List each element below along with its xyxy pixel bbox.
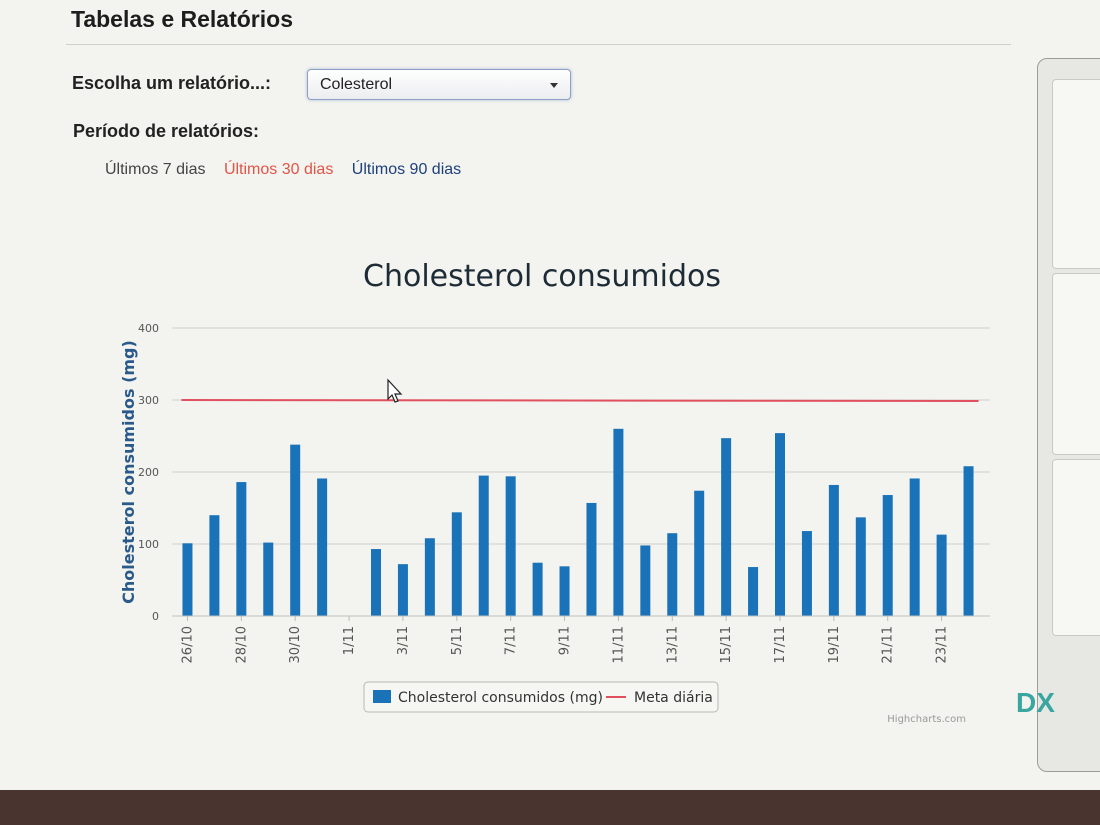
legend-swatch-bars[interactable]	[373, 690, 391, 703]
x-tick-label: 11/11	[611, 626, 626, 663]
bar[interactable]	[828, 484, 839, 616]
page-title: Tabelas e Relatórios	[71, 6, 293, 32]
bar[interactable]	[936, 534, 947, 616]
bar[interactable]	[505, 476, 516, 616]
report-select-value: Colesterol	[320, 76, 393, 93]
monitor-bezel	[0, 790, 1100, 825]
x-tick-label: 5/11	[450, 626, 465, 655]
bar[interactable]	[748, 567, 759, 616]
dx-logo[interactable]: DX	[1016, 687, 1055, 718]
bar[interactable]	[640, 545, 651, 616]
goal-line-series	[181, 399, 979, 402]
period-link-30-days[interactable]: Últimos 30 dias	[223, 161, 334, 178]
bar[interactable]	[182, 543, 193, 616]
x-axis-ticks: 26/10 28/10 30/10 1/11 3/11 5/11 7/11 9/11 11/11…	[180, 616, 950, 663]
bar[interactable]	[290, 444, 301, 616]
period-link-7-days[interactable]: Últimos 7 dias	[105, 161, 206, 178]
title-divider	[66, 44, 1011, 45]
bar[interactable]	[882, 495, 893, 616]
legend-item-goal[interactable]: Meta diária	[634, 690, 713, 706]
bar[interactable]	[236, 482, 247, 616]
side-tile[interactable]	[1052, 459, 1100, 636]
chevron-down-icon	[550, 83, 558, 88]
bar-series	[182, 428, 974, 616]
bar[interactable]	[801, 531, 812, 616]
legend: Cholesterol consumidos (mg) Meta diária	[363, 681, 719, 713]
bar[interactable]	[586, 502, 597, 616]
y-axis-ticks: 0 100 200 300 400	[138, 322, 159, 623]
bar[interactable]	[424, 538, 435, 616]
goal-line[interactable]	[181, 399, 979, 402]
bar[interactable]	[613, 428, 624, 616]
bar[interactable]	[909, 478, 920, 616]
x-tick-label: 9/11	[558, 626, 573, 655]
y-tick-label: 300	[138, 394, 159, 407]
x-tick-label: 23/11	[935, 626, 950, 663]
x-tick-label: 1/11	[342, 626, 357, 655]
chart-title: Cholesterol consumidos	[363, 259, 721, 294]
x-tick-label: 7/11	[504, 626, 519, 655]
period-label: Período de relatórios:	[73, 121, 260, 141]
x-tick-label: 13/11	[665, 626, 680, 663]
bar[interactable]	[721, 438, 732, 616]
y-tick-label: 400	[138, 322, 159, 335]
period-link-90-days[interactable]: Últimos 90 dias	[351, 161, 462, 178]
bar[interactable]	[694, 490, 705, 616]
bar[interactable]	[209, 515, 220, 616]
period-links: Últimos 7 dias Últimos 30 dias Últimos 9…	[105, 161, 475, 179]
bar[interactable]	[667, 533, 678, 616]
bar[interactable]	[397, 564, 408, 616]
bar[interactable]	[478, 475, 489, 616]
y-tick-label: 100	[138, 538, 159, 551]
x-tick-label: 19/11	[827, 626, 842, 663]
bar[interactable]	[559, 566, 570, 616]
y-axis-label: Cholesterol consumidos (mg)	[119, 340, 138, 604]
y-tick-label: 0	[152, 610, 159, 623]
report-select[interactable]: Colesterol	[307, 69, 571, 100]
bar[interactable]	[855, 517, 866, 616]
x-tick-label: 21/11	[881, 626, 896, 663]
bar[interactable]	[451, 512, 462, 616]
legend-box	[363, 681, 719, 713]
bar[interactable]	[317, 478, 328, 616]
side-tile[interactable]	[1052, 79, 1100, 269]
x-tick-label: 15/11	[719, 626, 734, 663]
bar[interactable]	[371, 549, 381, 616]
x-tick-label: 30/10	[288, 626, 303, 663]
legend-item-bars[interactable]: Cholesterol consumidos (mg)	[398, 690, 603, 706]
right-side-panel: DX	[1016, 58, 1100, 772]
bar[interactable]	[532, 562, 543, 616]
bar[interactable]	[263, 542, 274, 616]
bar[interactable]	[775, 433, 785, 616]
page-background	[0, 0, 1100, 790]
report-select-label: Escolha um relatório...:	[72, 73, 272, 93]
x-tick-label: 3/11	[396, 626, 411, 655]
bar[interactable]	[963, 466, 974, 616]
x-tick-label: 17/11	[773, 626, 788, 663]
side-tile[interactable]	[1052, 273, 1100, 455]
highcharts-credits[interactable]: Highcharts.com	[887, 714, 966, 725]
x-tick-label: 26/10	[180, 626, 195, 663]
x-tick-label: 28/10	[234, 626, 249, 663]
mouse-cursor-icon	[387, 378, 403, 403]
chart: Cholesterol consumidos 0 100 200 300 400 Cho…	[119, 259, 990, 725]
y-tick-label: 200	[138, 466, 159, 479]
